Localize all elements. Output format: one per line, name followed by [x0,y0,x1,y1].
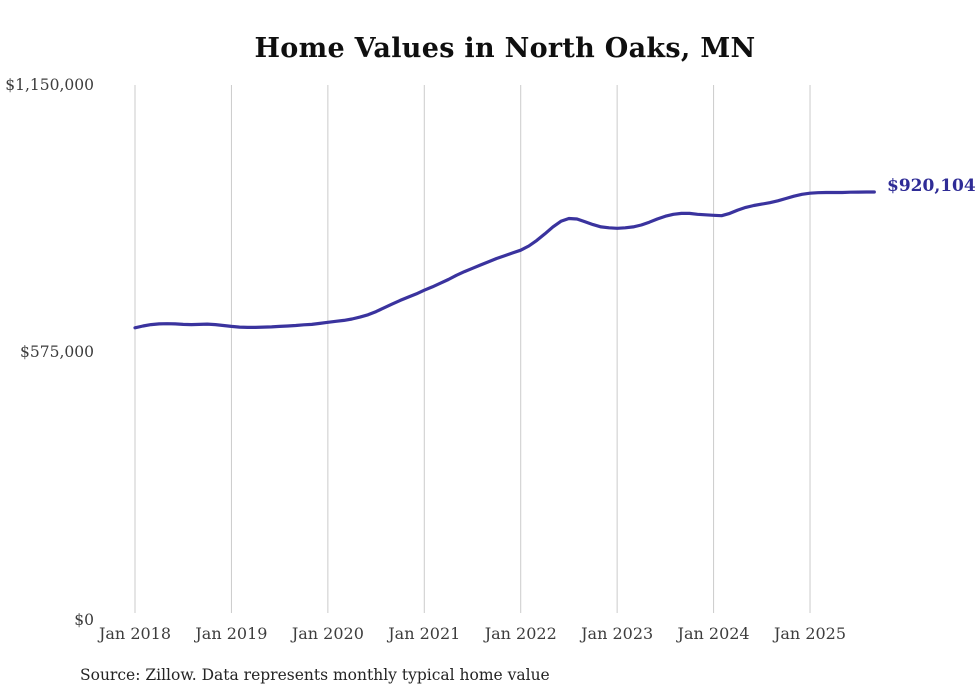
x-axis-tick-label: Jan 2022 [484,624,557,643]
x-axis-tick-label: Jan 2020 [291,624,364,643]
chart-title: Home Values in North Oaks, MN [254,33,756,64]
x-axis-tick-label: Jan 2024 [677,624,750,643]
home-value-line [133,190,876,330]
x-axis-tick-label: Jan 2018 [98,624,172,643]
x-axis-tick-label: Jan 2019 [195,624,268,643]
x-axis-tick-label: Jan 2021 [388,624,461,643]
y-axis-tick-label: $0 [74,611,94,629]
y-axis-tick-label: $575,000 [20,343,94,361]
source-note: Source: Zillow. Data represents monthly … [80,666,550,684]
x-axis-tick-label: Jan 2025 [773,624,847,643]
y-axis-tick-label: $1,150,000 [5,76,94,94]
x-axis-tick-label: Jan 2023 [581,624,654,643]
latest-value-label: $920,104 [887,176,976,196]
